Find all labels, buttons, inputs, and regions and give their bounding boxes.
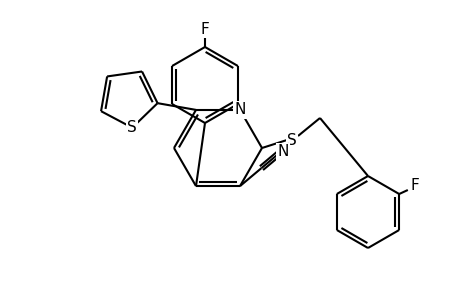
Text: F: F [409, 178, 418, 194]
Text: N: N [277, 145, 288, 160]
Text: N: N [234, 102, 245, 117]
Text: F: F [200, 22, 209, 37]
Text: S: S [286, 133, 296, 148]
Text: S: S [127, 120, 137, 135]
